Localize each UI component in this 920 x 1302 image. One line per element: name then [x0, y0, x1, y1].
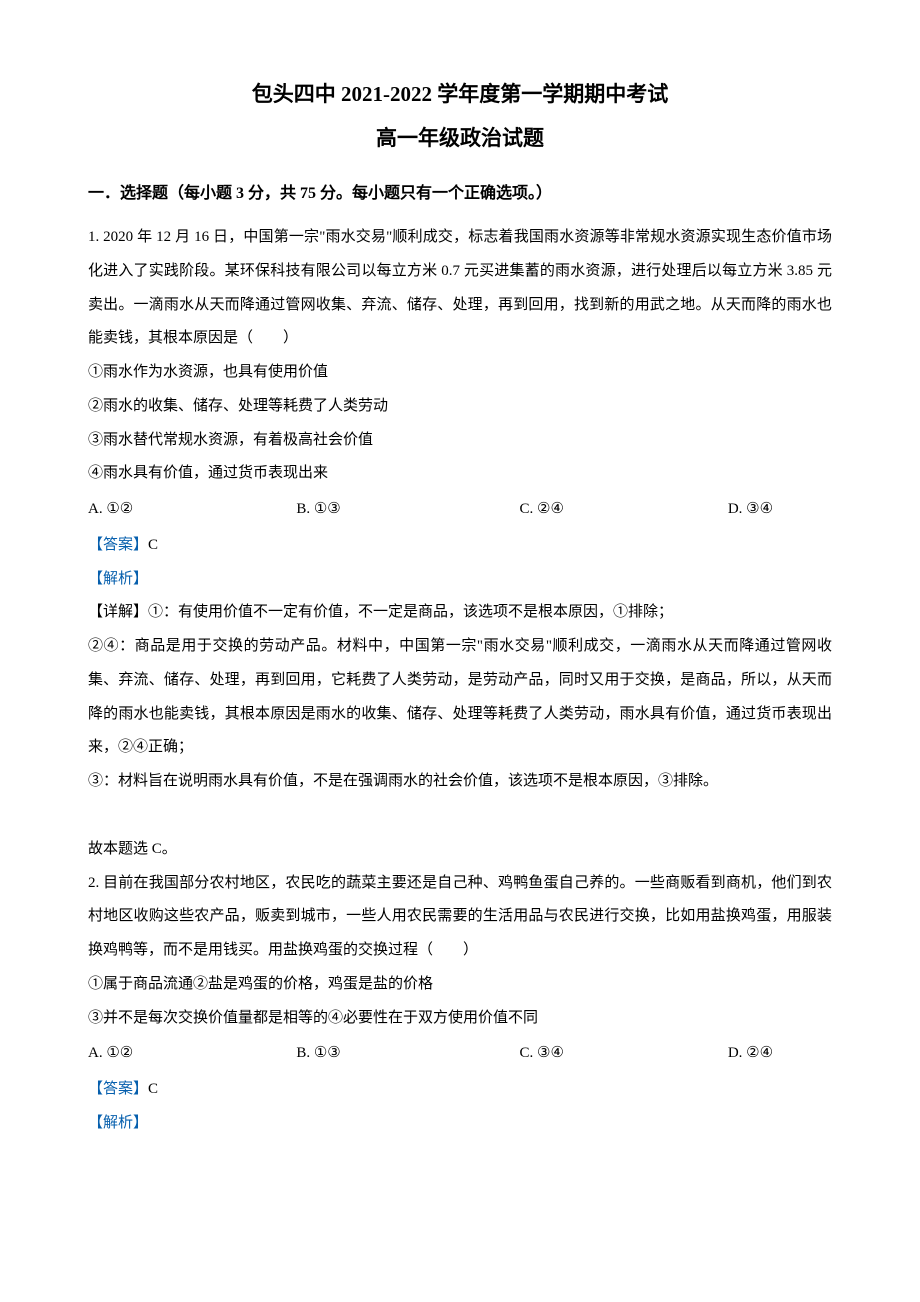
q1-answer-label: 【答案】: [88, 537, 148, 553]
q1-option-b: B. ①③: [296, 493, 519, 527]
q1-item-4: ④雨水具有价值，通过货币表现出来: [88, 457, 832, 491]
q1-stem: 1. 2020 年 12 月 16 日，中国第一宗"雨水交易"顺利成交，标志着我…: [88, 221, 832, 356]
q2-analysis-label: 【解析】: [88, 1107, 832, 1141]
q2-option-a: A. ①②: [88, 1037, 296, 1071]
q1-option-a: A. ①②: [88, 493, 296, 527]
q1-detail-3: ③：材料旨在说明雨水具有价值，不是在强调雨水的社会价值，该选项不是根本原因，③排…: [88, 765, 832, 799]
q1-item-2: ②雨水的收集、储存、处理等耗费了人类劳动: [88, 390, 832, 424]
q1-item-1: ①雨水作为水资源，也具有使用价值: [88, 356, 832, 390]
q1-answer: 【答案】C: [88, 529, 832, 563]
q2-stem: 2. 目前在我国部分农村地区，农民吃的蔬菜主要还是自己种、鸡鸭鱼蛋自己养的。一些…: [88, 867, 832, 968]
title-sub: 高一年级政治试题: [88, 122, 832, 152]
q1-option-c: C. ②④: [520, 493, 728, 527]
q2-option-c: C. ③④: [520, 1037, 728, 1071]
q2-answer-value: C: [148, 1081, 158, 1097]
q2-answer: 【答案】C: [88, 1073, 832, 1107]
q1-item-3: ③雨水替代常规水资源，有着极高社会价值: [88, 424, 832, 458]
q2-options: A. ①② B. ①③ C. ③④ D. ②④: [88, 1037, 832, 1071]
q1-option-d: D. ③④: [728, 493, 832, 527]
q1-answer-value: C: [148, 537, 158, 553]
q2-item-1: ①属于商品流通②盐是鸡蛋的价格，鸡蛋是盐的价格: [88, 968, 832, 1002]
q2-item-2: ③并不是每次交换价值量都是相等的④必要性在于双方使用价值不同: [88, 1002, 832, 1036]
q2-option-d: D. ②④: [728, 1037, 832, 1071]
q1-detail-1: 【详解】①：有使用价值不一定有价值，不一定是商品，该选项不是根本原因，①排除；: [88, 596, 832, 630]
q2-answer-label: 【答案】: [88, 1081, 148, 1097]
q2-option-b: B. ①③: [296, 1037, 519, 1071]
title-main: 包头四中 2021-2022 学年度第一学期期中考试: [88, 78, 832, 108]
q1-analysis-label: 【解析】: [88, 563, 832, 597]
q1-options: A. ①② B. ①③ C. ②④ D. ③④: [88, 493, 832, 527]
q1-conclusion: 故本题选 C。: [88, 833, 832, 867]
spacer: [88, 799, 832, 833]
q1-detail-2: ②④：商品是用于交换的劳动产品。材料中，中国第一宗"雨水交易"顺利成交，一滴雨水…: [88, 630, 832, 765]
section-header: 一．选择题（每小题 3 分，共 75 分。每小题只有一个正确选项。）: [88, 176, 832, 211]
